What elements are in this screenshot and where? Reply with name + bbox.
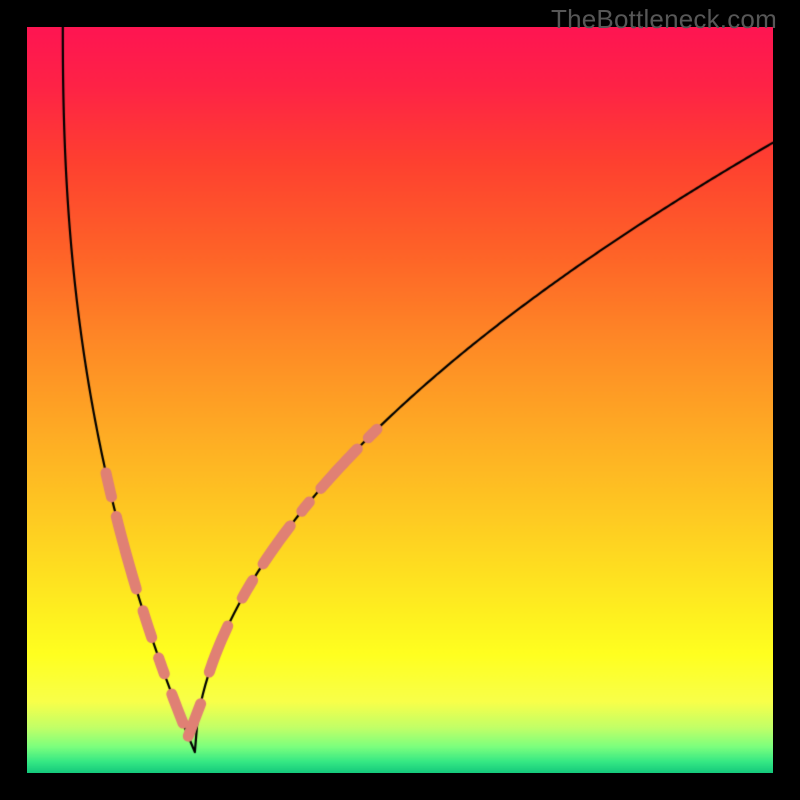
plot-area [27, 27, 773, 773]
watermark-text: TheBottleneck.com [551, 4, 777, 35]
bottleneck-curve-chart [27, 27, 773, 773]
stage: TheBottleneck.com [0, 0, 800, 800]
